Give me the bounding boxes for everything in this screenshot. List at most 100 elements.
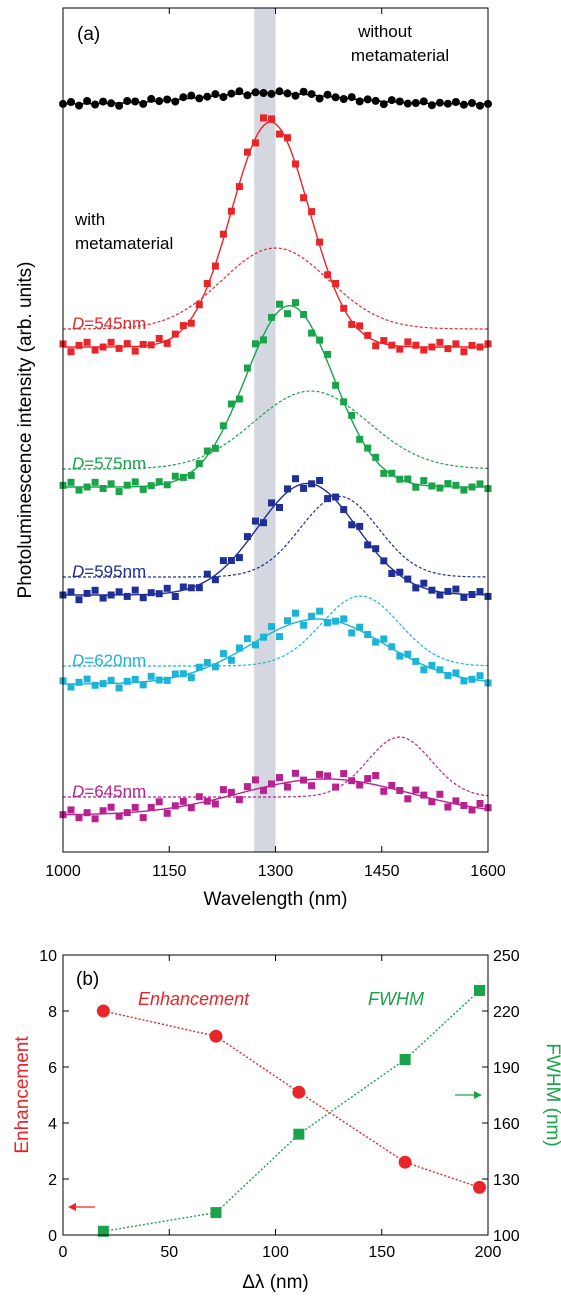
x-tick-label: 200 (475, 1244, 502, 1261)
reference-curve (63, 495, 488, 578)
data-point (243, 533, 251, 541)
series-label: D=645nm (72, 782, 146, 801)
x-tick-label: 1450 (364, 863, 400, 880)
data-point (444, 672, 452, 679)
data-point (404, 795, 412, 803)
data-point (412, 657, 420, 665)
data-point (211, 800, 219, 808)
annotation-with-metamaterial: metamaterial (75, 234, 173, 253)
data-point (427, 101, 436, 110)
data-point (388, 341, 396, 349)
left-y-tick-label: 6 (48, 1060, 57, 1077)
data-point (219, 230, 227, 238)
annotation-with: with (74, 210, 105, 229)
data-point (123, 97, 132, 105)
x-tick-label: 1150 (152, 863, 187, 880)
data-point (99, 594, 107, 602)
data-point (476, 800, 484, 807)
data-point (268, 115, 275, 123)
data-point (107, 99, 116, 108)
data-point (308, 329, 316, 337)
data-point (356, 435, 364, 443)
data-point (356, 623, 364, 631)
data-point (340, 304, 348, 312)
data-point (163, 481, 171, 489)
series-label: D=575nm (72, 454, 146, 473)
series-fwhm (97, 984, 485, 1237)
data-point (75, 678, 83, 686)
reference-curve (63, 595, 489, 667)
data-point (115, 344, 123, 352)
fit-curve (63, 778, 489, 816)
data-point (332, 280, 340, 287)
series-label: D=545nm (72, 314, 146, 333)
data-point (115, 812, 123, 820)
data-point (275, 87, 284, 96)
panel-a-curves: D=545nm D=575nm D=595nm D=620nm D=645nm (59, 87, 492, 823)
left-y-tick-label: 4 (48, 1116, 57, 1133)
data-point (115, 101, 124, 110)
data-point (460, 802, 468, 809)
data-point (163, 676, 171, 684)
data-point (163, 339, 171, 347)
data-point (324, 772, 332, 780)
data-point (155, 798, 163, 806)
x-tick-label: 1600 (470, 863, 506, 880)
data-point (155, 676, 163, 684)
annotation-without: without (357, 22, 412, 41)
data-point (444, 803, 452, 811)
data-point (396, 787, 404, 794)
data-point (468, 591, 476, 598)
data-point (324, 350, 332, 358)
data-point (147, 482, 155, 490)
data-point (75, 486, 83, 494)
data-point (356, 322, 364, 330)
data-point (260, 519, 267, 527)
x-tick-label: 50 (160, 1244, 178, 1261)
data-point (435, 98, 444, 107)
data-point (219, 650, 227, 658)
data-point (372, 638, 380, 646)
data-point (268, 780, 275, 788)
series-label: D=595nm (72, 562, 146, 581)
data-point (131, 478, 139, 486)
data-point (139, 814, 147, 822)
data-point (428, 482, 436, 490)
data-point (107, 338, 115, 346)
data-point (276, 774, 283, 782)
data-point (396, 345, 404, 353)
data-point (436, 790, 444, 798)
series-label: D=620nm (72, 651, 146, 670)
data-point (147, 589, 155, 597)
left-y-tick-label: 10 (39, 948, 57, 965)
data-point (252, 139, 259, 147)
data-point (292, 1085, 306, 1099)
data-point (227, 557, 235, 564)
data-point (398, 1155, 412, 1169)
data-point (420, 477, 428, 485)
data-point (235, 554, 243, 562)
data-point (187, 804, 195, 812)
panel-b-right-y-axis-label: FWHM (nm) (542, 1043, 561, 1146)
data-point (276, 300, 283, 308)
data-point (388, 643, 396, 651)
data-point (452, 340, 460, 348)
data-point (460, 593, 468, 601)
data-point (403, 99, 412, 108)
data-point (97, 1225, 109, 1237)
data-point (476, 343, 484, 351)
data-point (83, 675, 91, 683)
data-point (195, 793, 203, 801)
data-point (332, 783, 340, 791)
data-point (147, 341, 155, 349)
data-point (171, 670, 179, 678)
data-point (195, 301, 203, 309)
data-point (268, 499, 275, 507)
series-label-enhancement: Enhancement (138, 989, 250, 1009)
data-point (476, 101, 484, 110)
data-point (227, 400, 235, 408)
data-point (123, 481, 131, 489)
data-point (284, 783, 291, 791)
data-point (243, 148, 251, 156)
data-point (67, 348, 75, 356)
